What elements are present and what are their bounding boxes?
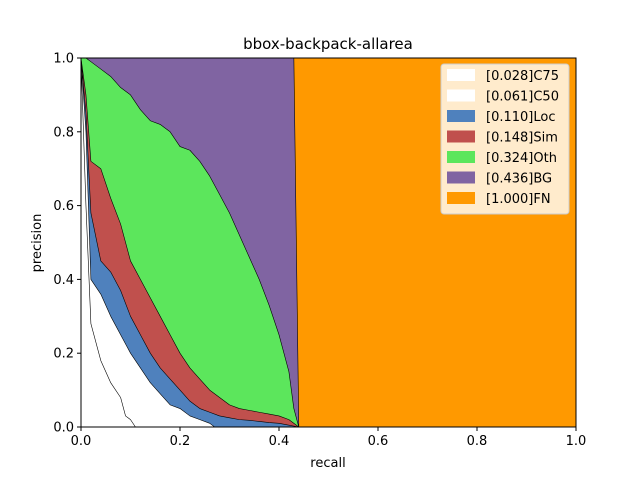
legend-swatch-0-061-c50 (447, 89, 475, 102)
x-axis-ticks: 0.0 0.2 0.4 0.6 0.8 1.0 (71, 427, 587, 449)
x-tick-label: 0.2 (170, 434, 191, 449)
y-tick-label: 0.2 (53, 347, 74, 362)
y-axis-label: precision (30, 214, 45, 273)
area-series-0-061-c50 (80, 57, 215, 428)
y-tick-label: 0.0 (53, 421, 74, 436)
y-tick-label: 0.6 (53, 199, 74, 214)
legend-label-0-436-bg: [0.436]BG (486, 172, 552, 187)
x-tick-label: 1.0 (566, 434, 587, 449)
legend-swatch-0-028-c75 (447, 69, 475, 81)
legend-swatch-0-110-loc (447, 110, 475, 122)
x-tick-label: 0.6 (368, 434, 389, 449)
legend-swatch-0-436-bg (447, 171, 475, 184)
y-axis-ticks: 0.0 0.2 0.4 0.6 0.8 1.0 (53, 52, 81, 436)
legend-label-0-324-oth: [0.324]Oth (486, 151, 557, 166)
legend-label-0-028-c75: [0.028]C75 (486, 69, 559, 84)
y-tick-label: 0.4 (53, 273, 74, 288)
x-axis-label: recall (310, 456, 345, 471)
x-tick-label: 0.0 (71, 434, 92, 449)
legend-swatch-0-324-oth (447, 151, 475, 163)
y-tick-label: 0.8 (53, 125, 74, 140)
legend-swatch-0-148-sim (447, 130, 475, 143)
x-tick-label: 0.4 (269, 434, 290, 449)
legend-items: [0.028]C75 [0.061]C50 [0.110]Loc [0.148]Sim… (447, 69, 559, 207)
plot-frame (80, 57, 577, 428)
legend-label-0-148-sim: [0.148]Sim (486, 131, 558, 146)
chart-title: bbox-backpack-allarea (243, 35, 413, 53)
legend-label-1-000-fn: [1.000]FN (486, 192, 551, 207)
legend-swatch-1-000-fn (447, 192, 475, 204)
legend-label-0-061-c50: [0.061]C50 (486, 90, 559, 105)
y-tick-label: 1.0 (53, 52, 74, 67)
legend: [0.028]C75 [0.061]C50 [0.110]Loc [0.148]Sim… (440, 63, 570, 215)
legend-label-0-110-loc: [0.110]Loc (486, 110, 555, 125)
area-series-0-110-loc (80, 57, 300, 428)
x-tick-label: 0.8 (467, 434, 488, 449)
